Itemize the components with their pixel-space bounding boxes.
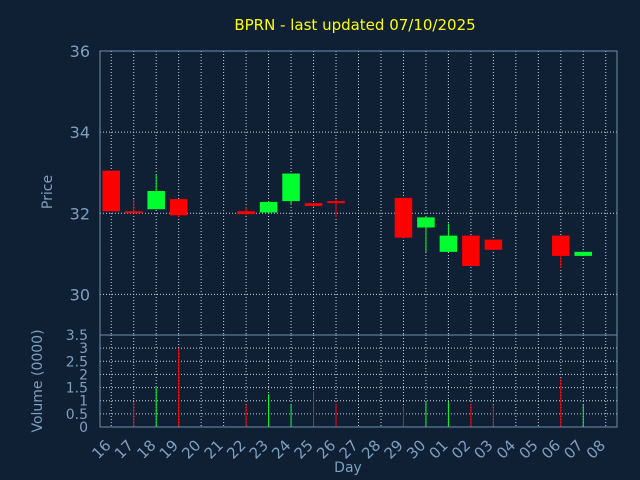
price-tick-label: 30	[70, 285, 90, 304]
candle-body	[304, 203, 323, 206]
volume-tick-label: 3	[79, 341, 88, 357]
volume-tick-label: 2.5	[66, 354, 88, 370]
candle-body	[102, 170, 121, 212]
chart-title: BPRN - last updated 07/10/2025	[234, 16, 475, 34]
candle-body	[237, 211, 255, 215]
price-tick-label: 34	[70, 123, 90, 142]
volume-tick-label: 1	[79, 394, 88, 410]
candle-body	[147, 190, 165, 210]
x-axis-label: Day	[334, 460, 362, 476]
volume-tick-label: 1.5	[66, 381, 88, 397]
volume-bar-series	[133, 348, 584, 427]
candle-body	[259, 201, 278, 213]
price-y-ticks: 30 32 34 36	[70, 42, 90, 304]
volume-tick-label: 0	[79, 420, 88, 436]
candlestick-series	[102, 170, 593, 269]
volume-axis-label: Volume (0000)	[30, 329, 46, 432]
volume-plot-frame	[99, 334, 618, 428]
candle-body	[484, 239, 503, 250]
candle-body	[169, 199, 188, 216]
candle-body	[124, 211, 143, 214]
candle-body	[394, 197, 413, 238]
day-x-ticks: 1617181920212223242526272829300102030405…	[88, 436, 609, 462]
volume-tick-label: 3.5	[66, 328, 88, 344]
price-tick-label: 32	[70, 204, 90, 223]
volume-tick-label: 2	[79, 367, 88, 383]
candle-body	[574, 251, 593, 256]
candle-body	[282, 173, 300, 202]
candle-body	[462, 235, 480, 267]
price-axis-label: Price	[40, 175, 56, 209]
candle-body	[439, 235, 458, 252]
candle-body	[327, 201, 345, 204]
volume-y-ticks: 00.511.522.533.5	[66, 328, 88, 436]
price-tick-label: 36	[70, 42, 90, 61]
volume-tick-label: 0.5	[66, 407, 88, 423]
candle-body	[552, 235, 570, 256]
candle-body	[417, 217, 435, 228]
